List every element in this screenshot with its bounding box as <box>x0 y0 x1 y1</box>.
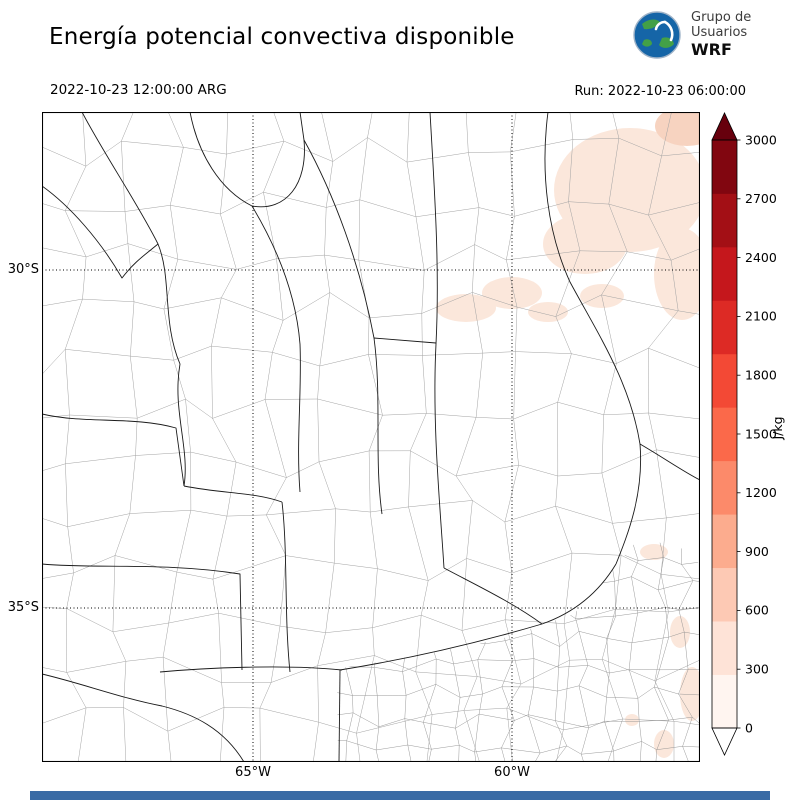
logo-text-line2: Usuarios <box>691 24 748 40</box>
colorbar-tick-label: 600 <box>745 603 769 618</box>
colorbar-segment <box>712 674 737 729</box>
colorbar: 0 300 600 900 1200 1500 1800 2100 2400 2700 3000 <box>711 112 777 756</box>
colorbar-tick-label: 300 <box>745 662 769 677</box>
logo-text: Grupo de Usuarios WRF <box>691 10 752 60</box>
map-border <box>42 112 700 762</box>
colorbar-under-arrow <box>711 727 738 756</box>
wrf-logo: Grupo de Usuarios WRF <box>632 9 751 61</box>
page-title: Energía potencial convectiva disponible <box>49 24 515 50</box>
colorbar-unit-label: J/kg <box>770 416 785 440</box>
lon-tick-65w: 65°W <box>235 765 271 780</box>
lat-tick-30s: 30°S <box>7 262 39 277</box>
colorbar-segment <box>712 193 737 248</box>
colorbar-tick-label: 1200 <box>745 485 777 500</box>
colorbar-segment <box>712 353 737 408</box>
colorbar-segment <box>712 621 737 675</box>
colorbar-segment <box>712 246 737 301</box>
lat-tick-35s: 35°S <box>7 600 39 615</box>
colorbar-segment <box>712 514 737 569</box>
colorbar-tick-label: 0 <box>745 720 753 735</box>
logo-text-line1: Grupo de <box>691 10 752 25</box>
colorbar-segment <box>712 460 737 515</box>
globe-icon <box>633 11 681 59</box>
colorbar-segment <box>712 140 737 194</box>
colorbar-tick-label: 3000 <box>745 132 777 147</box>
logo-text-wrf: WRF <box>691 40 732 60</box>
colorbar-tick-label: 1500 <box>745 426 777 441</box>
colorbar-over-arrow <box>711 112 738 141</box>
map-plot <box>42 112 700 762</box>
lon-tick-60w: 60°W <box>494 765 530 780</box>
colorbar-segment <box>712 300 737 355</box>
colorbar-tick-label: 900 <box>745 544 769 559</box>
colorbar-segment <box>712 567 737 622</box>
valid-time-label: 2022-10-23 12:00:00 ARG <box>50 82 227 98</box>
colorbar-tick-label: 2400 <box>745 250 777 265</box>
cape-shading <box>436 112 700 758</box>
colorbar-tick-label: 1800 <box>745 368 777 383</box>
colorbar-tick-label: 2100 <box>745 309 777 324</box>
department-boundaries <box>42 112 700 762</box>
footer-bar <box>30 791 770 800</box>
run-time-label: Run: 2022-10-23 06:00:00 <box>574 84 746 99</box>
gridlines <box>42 112 700 762</box>
colorbar-tick-label: 2700 <box>745 191 777 206</box>
province-boundaries <box>42 112 700 762</box>
colorbar-segment <box>712 407 737 462</box>
map-area <box>42 112 700 762</box>
